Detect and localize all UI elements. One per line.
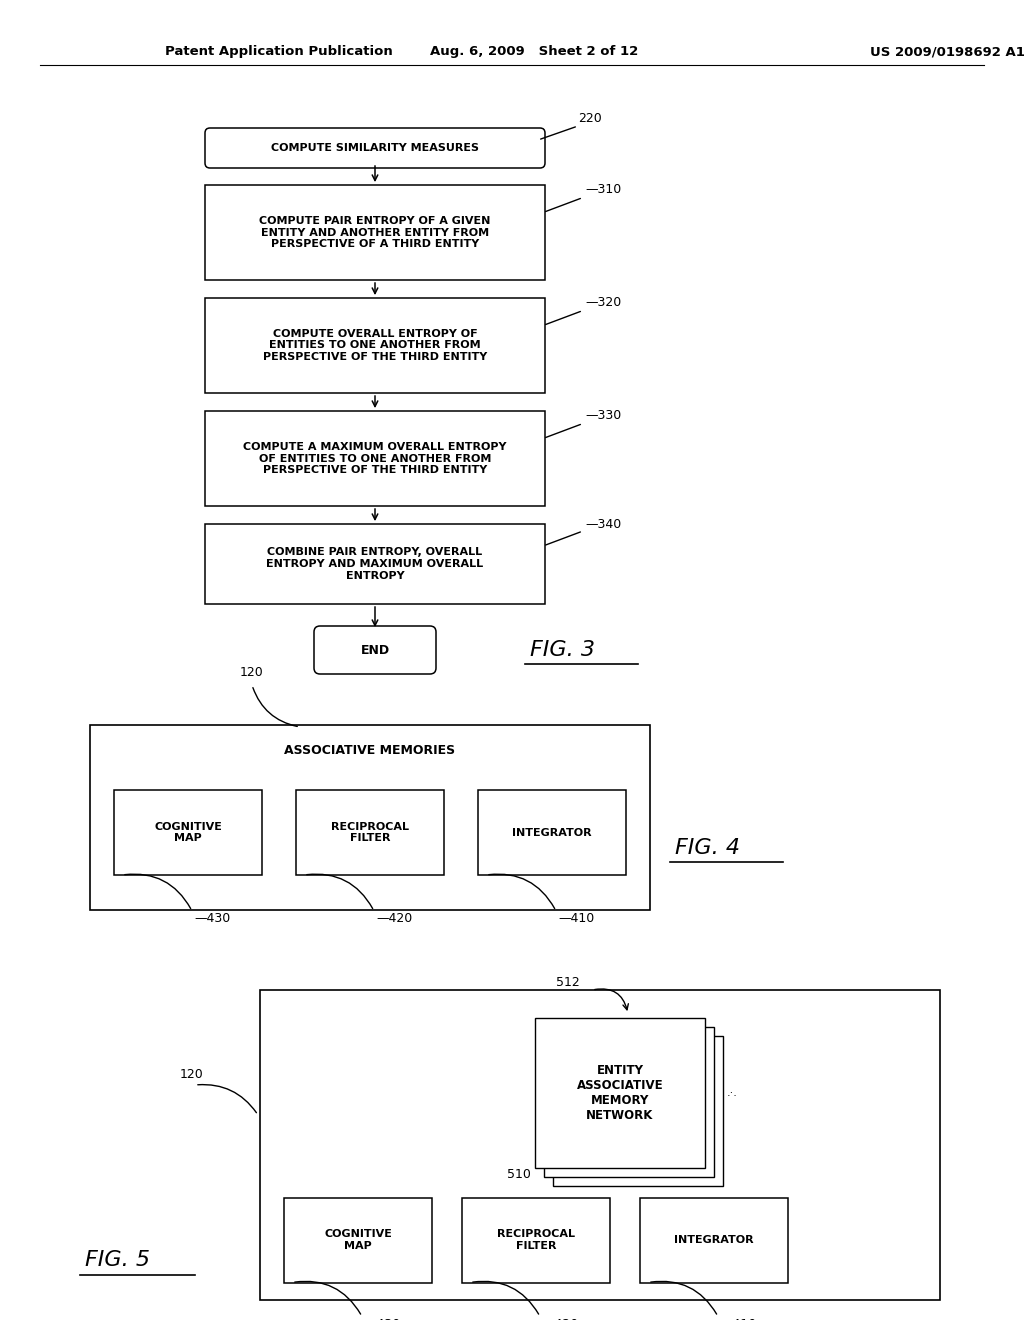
Text: COMBINE PAIR ENTROPY, OVERALL
ENTROPY AND MAXIMUM OVERALL
ENTROPY: COMBINE PAIR ENTROPY, OVERALL ENTROPY AN… xyxy=(266,548,483,581)
Text: —430: —430 xyxy=(194,912,230,925)
Text: Patent Application Publication: Patent Application Publication xyxy=(165,45,393,58)
Text: COMPUTE A MAXIMUM OVERALL ENTROPY
OF ENTITIES TO ONE ANOTHER FROM
PERSPECTIVE OF: COMPUTE A MAXIMUM OVERALL ENTROPY OF ENT… xyxy=(244,442,507,475)
Bar xyxy=(260,990,940,1300)
Bar xyxy=(205,524,545,605)
FancyBboxPatch shape xyxy=(314,626,436,675)
Text: —420: —420 xyxy=(542,1317,579,1320)
Bar xyxy=(205,298,545,393)
Text: END: END xyxy=(360,644,389,656)
Text: COMPUTE SIMILARITY MEASURES: COMPUTE SIMILARITY MEASURES xyxy=(271,143,479,153)
Text: —410: —410 xyxy=(720,1317,757,1320)
Text: 512: 512 xyxy=(556,975,580,989)
Bar xyxy=(114,789,262,875)
Bar xyxy=(284,1197,432,1283)
Bar xyxy=(640,1197,788,1283)
Text: —320: —320 xyxy=(585,296,622,309)
Bar xyxy=(90,725,650,909)
Text: FIG. 4: FIG. 4 xyxy=(675,837,740,858)
Text: INTEGRATOR: INTEGRATOR xyxy=(512,828,592,837)
Text: —410: —410 xyxy=(558,912,594,925)
Text: ENTITY
ASSOCIATIVE
MEMORY
NETWORK: ENTITY ASSOCIATIVE MEMORY NETWORK xyxy=(577,1064,664,1122)
Bar xyxy=(296,789,444,875)
Text: COMPUTE PAIR ENTROPY OF A GIVEN
ENTITY AND ANOTHER ENTITY FROM
PERSPECTIVE OF A : COMPUTE PAIR ENTROPY OF A GIVEN ENTITY A… xyxy=(259,216,490,249)
Bar xyxy=(462,1197,610,1283)
Text: 120: 120 xyxy=(240,667,264,680)
Bar xyxy=(205,411,545,506)
Text: FIG. 3: FIG. 3 xyxy=(530,640,595,660)
Text: Aug. 6, 2009   Sheet 2 of 12: Aug. 6, 2009 Sheet 2 of 12 xyxy=(430,45,638,58)
Text: —420: —420 xyxy=(376,912,413,925)
Text: —310: —310 xyxy=(585,183,622,195)
Bar xyxy=(544,1027,714,1177)
Text: 220: 220 xyxy=(578,111,602,124)
FancyBboxPatch shape xyxy=(205,128,545,168)
Bar xyxy=(478,789,626,875)
Text: —330: —330 xyxy=(585,409,622,422)
Text: 510: 510 xyxy=(507,1167,531,1180)
Text: RECIPROCAL
FILTER: RECIPROCAL FILTER xyxy=(497,1229,575,1251)
Bar xyxy=(205,185,545,280)
Text: .·.: .·. xyxy=(727,1088,738,1098)
Text: ASSOCIATIVE MEMORIES: ASSOCIATIVE MEMORIES xyxy=(285,744,456,758)
Text: 120: 120 xyxy=(180,1068,204,1081)
Text: US 2009/0198692 A1: US 2009/0198692 A1 xyxy=(870,45,1024,58)
Text: COGNITIVE
MAP: COGNITIVE MAP xyxy=(324,1229,392,1251)
Text: COGNITIVE
MAP: COGNITIVE MAP xyxy=(154,821,222,843)
Text: —340: —340 xyxy=(585,517,622,531)
Text: RECIPROCAL
FILTER: RECIPROCAL FILTER xyxy=(331,821,409,843)
Text: INTEGRATOR: INTEGRATOR xyxy=(674,1236,754,1245)
Text: —430: —430 xyxy=(364,1317,400,1320)
Text: COMPUTE OVERALL ENTROPY OF
ENTITIES TO ONE ANOTHER FROM
PERSPECTIVE OF THE THIRD: COMPUTE OVERALL ENTROPY OF ENTITIES TO O… xyxy=(263,329,487,362)
Bar xyxy=(535,1018,705,1168)
Text: FIG. 5: FIG. 5 xyxy=(85,1250,150,1270)
Bar xyxy=(553,1036,723,1185)
